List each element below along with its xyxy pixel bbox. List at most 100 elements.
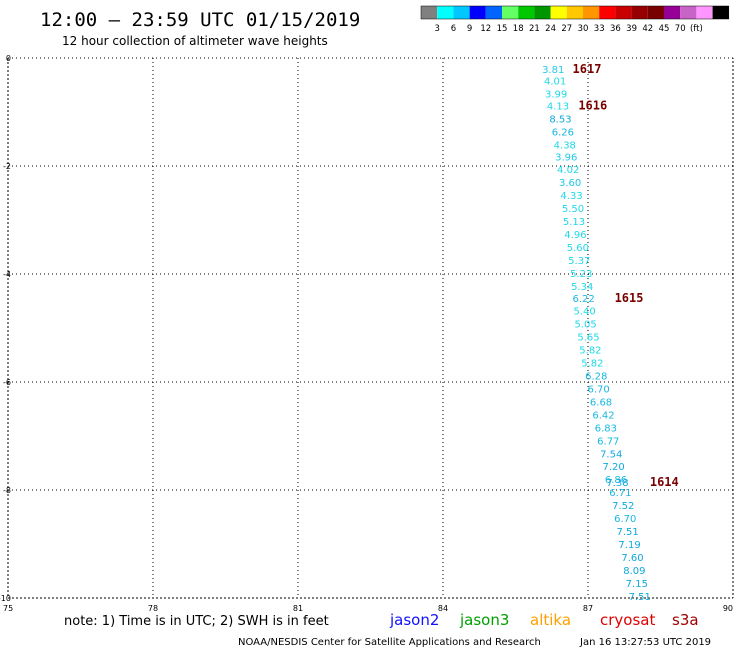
swh-value: 7.52 xyxy=(612,501,634,512)
x-tick-label: 90 xyxy=(723,604,733,613)
footer-credit: NOAA/NESDIS Center for Satellite Applica… xyxy=(238,637,541,648)
pass-number-label: 1617 xyxy=(573,62,602,76)
scale-label: 36 xyxy=(610,24,621,34)
swh-value: 4.13 xyxy=(547,102,569,113)
swh-value: 7.51 xyxy=(617,527,639,538)
x-tick-label: 78 xyxy=(148,604,158,613)
swh-value: 3.96 xyxy=(555,152,577,163)
x-tick-label: 84 xyxy=(438,604,448,613)
swh-value: 6.22 xyxy=(573,294,595,305)
scale-label: 33 xyxy=(594,24,605,34)
swh-value: 6.70 xyxy=(614,514,636,525)
swh-value: 3.81 xyxy=(542,65,564,76)
swh-value: 5.34 xyxy=(571,282,593,293)
swh-value: 4.02 xyxy=(557,165,579,176)
x-tick-label: 87 xyxy=(583,604,593,613)
pass-number-label: 1614 xyxy=(650,475,679,489)
scale-swatch xyxy=(599,6,616,19)
plot-frame xyxy=(7,57,734,599)
y-tick-label: -6 xyxy=(3,378,11,387)
scale-swatch xyxy=(437,6,454,19)
swh-value: 6.83 xyxy=(595,423,617,434)
swh-value: 5.82 xyxy=(579,346,601,357)
scale-swatch xyxy=(583,6,600,19)
color-scale: 3 6 9 12 15 18 21 24 27 30 33 36 39 42 45 70 (ft) xyxy=(420,5,730,34)
swh-value: 8.53 xyxy=(549,114,571,125)
swh-value: 6.42 xyxy=(592,410,614,421)
wave-height-values: 3.814.01 3.994.138.53 6.26 4.383.96 4.02 3.60… xyxy=(542,65,651,603)
scale-swatch xyxy=(680,6,697,19)
scale-swatch xyxy=(696,6,713,19)
x-axis-ticks: 75 78 81 84 87 90 xyxy=(3,604,733,613)
scale-label: 30 xyxy=(578,24,589,34)
scale-swatch xyxy=(518,6,535,19)
swh-value: 5.37 xyxy=(568,256,590,267)
x-tick-label: 81 xyxy=(293,604,303,613)
scale-label: 3 xyxy=(434,24,439,34)
page-subtitle: 12 hour collection of altimeter wave hei… xyxy=(62,34,328,48)
scale-label: 15 xyxy=(497,24,508,34)
swh-value: 7.38 xyxy=(606,478,628,489)
y-tick-label: -4 xyxy=(3,270,11,279)
swh-value: 6.28 xyxy=(585,372,607,383)
swh-value: 3.99 xyxy=(545,90,567,101)
scale-swatch xyxy=(469,6,486,19)
swh-value: 6.26 xyxy=(552,127,574,138)
y-tick-label: 0 xyxy=(6,54,11,63)
swh-value: 4.33 xyxy=(560,191,582,202)
pass-number-label: 1615 xyxy=(615,291,644,305)
swh-value: 4.96 xyxy=(564,230,586,241)
scale-swatch xyxy=(534,6,551,19)
swh-value: 7.51 xyxy=(629,592,651,603)
scale-label: 6 xyxy=(451,24,456,34)
scale-swatch xyxy=(566,6,583,19)
scale-label: 12 xyxy=(480,24,491,34)
pass-number-label: 1616 xyxy=(578,99,607,113)
page-title: 12:00 – 23:59 UTC 01/15/2019 xyxy=(40,9,360,31)
scale-swatch xyxy=(712,6,729,19)
scale-swatch xyxy=(647,6,664,19)
y-tick-label: -8 xyxy=(3,486,11,495)
swh-value: 5.40 xyxy=(573,307,595,318)
satellite-legend-cryosat: cryosat xyxy=(600,611,655,629)
swh-value: 7.15 xyxy=(626,579,648,590)
satellite-legend-s3a: s3a xyxy=(672,611,699,629)
footer-note: note: 1) Time is in UTC; 2) SWH is in fe… xyxy=(64,614,329,629)
swh-value: 7.19 xyxy=(618,540,640,551)
scale-swatch xyxy=(550,6,567,19)
scale-swatch xyxy=(631,6,648,19)
x-tick-label: 75 xyxy=(3,604,13,613)
scale-swatch xyxy=(615,6,632,19)
swh-value: 5.60 xyxy=(567,243,589,254)
plot-grid xyxy=(7,57,734,599)
swh-value: 4.01 xyxy=(544,77,566,88)
swh-value: 7.60 xyxy=(621,553,643,564)
swh-value: 5.23 xyxy=(570,269,592,280)
scale-swatch xyxy=(421,6,438,19)
scale-swatch xyxy=(664,6,681,19)
swh-value: 6.68 xyxy=(590,397,612,408)
scale-label: 24 xyxy=(545,24,556,34)
scale-swatch xyxy=(502,6,519,19)
scale-label: 39 xyxy=(626,24,637,34)
scale-label: 27 xyxy=(561,24,572,34)
scale-label: (ft) xyxy=(690,24,703,34)
swh-value: 5.65 xyxy=(577,333,599,344)
swh-value: 3.60 xyxy=(559,178,581,189)
swh-value: 7.54 xyxy=(600,449,622,460)
swh-value: 5.05 xyxy=(574,320,596,331)
swh-value: 7.20 xyxy=(602,462,624,473)
swh-value: 5.82 xyxy=(581,359,603,370)
swh-value: 8.09 xyxy=(623,566,645,577)
satellite-legend-jason3: jason3 xyxy=(459,611,509,629)
scale-border xyxy=(420,5,730,20)
y-axis-ticks: 0 -2 -4 -6 -8 -10 xyxy=(0,54,11,603)
swh-value: 5.50 xyxy=(562,204,584,215)
scale-label: 70 xyxy=(675,24,686,34)
scale-swatch xyxy=(453,6,470,19)
y-tick-label: -10 xyxy=(0,594,11,603)
scale-label: 21 xyxy=(529,24,540,34)
pass-labels: 1617 1616 1615 1614 xyxy=(573,62,679,489)
y-tick-label: -2 xyxy=(3,162,11,171)
